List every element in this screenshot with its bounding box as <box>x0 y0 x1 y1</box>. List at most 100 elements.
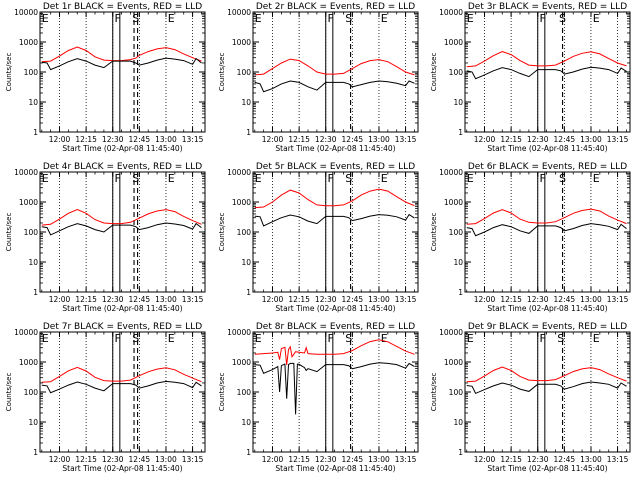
event-flag-label: E <box>255 172 262 185</box>
x-tick-label: 12:00 <box>474 135 496 144</box>
plot-frame <box>252 171 419 293</box>
series-line-events <box>41 380 202 394</box>
x-tick-label: 12:30 <box>527 295 549 304</box>
series-line-events <box>254 213 415 227</box>
x-tick-label: 12:45 <box>554 455 576 464</box>
y-tick-label: 10 <box>241 418 251 427</box>
y-tick-label: 10000 <box>227 8 251 17</box>
y-tick-label: 10000 <box>439 328 463 337</box>
event-flag-label: E <box>593 12 600 25</box>
event-flag-label: E <box>42 12 49 25</box>
x-tick-label: 13:15 <box>607 135 629 144</box>
series-line-lld <box>41 209 202 226</box>
x-tick-label: 13:15 <box>395 135 417 144</box>
plot-frame <box>39 171 206 293</box>
event-flag-label: F <box>540 172 546 185</box>
series-line-lld <box>466 208 627 225</box>
event-flag-label: E <box>381 172 388 185</box>
series-line-lld <box>466 51 627 68</box>
event-flag-label: E <box>467 332 474 345</box>
series-line-events <box>41 222 202 236</box>
y-tick-label: 100 <box>237 228 252 237</box>
y-tick-label: 10 <box>28 98 38 107</box>
event-flag-label: S <box>132 12 139 25</box>
y-axis-label: Counts/sec <box>430 53 438 92</box>
event-flag-label: E <box>168 332 175 345</box>
chart-title: Det 8r BLACK = Events, RED = LLD <box>256 322 415 332</box>
event-flag-label: E <box>42 332 49 345</box>
x-tick-label: 12:30 <box>102 135 124 144</box>
x-tick-label: 12:15 <box>500 455 522 464</box>
chart-title: Det 1r BLACK = Events, RED = LLD <box>43 2 202 12</box>
y-tick-label: 1000 <box>444 358 463 367</box>
y-tick-label: 1000 <box>232 198 251 207</box>
chart-title: Det 9r BLACK = Events, RED = LLD <box>468 322 627 332</box>
y-axis-label: Counts/sec <box>5 53 13 92</box>
y-axis-label: Counts/sec <box>5 373 13 412</box>
y-tick-label: 100 <box>24 228 39 237</box>
y-axis-label: Counts/sec <box>218 53 226 92</box>
plot-frame <box>464 171 631 293</box>
x-tick-label: 13:15 <box>182 455 204 464</box>
y-tick-label: 1000 <box>232 38 251 47</box>
chart-title: Det 3r BLACK = Events, RED = LLD <box>468 2 627 12</box>
x-tick-label: 12:00 <box>474 455 496 464</box>
series-line-lld <box>466 366 627 383</box>
x-tick-label: 13:00 <box>155 455 177 464</box>
x-tick-label: 12:45 <box>554 135 576 144</box>
y-tick-label: 10000 <box>227 328 251 337</box>
x-tick-label: 12:45 <box>129 295 151 304</box>
y-tick-label: 1 <box>246 288 251 297</box>
x-tick-label: 12:45 <box>129 455 151 464</box>
x-tick-label: 12:00 <box>262 135 284 144</box>
x-tick-label: 13:15 <box>182 295 204 304</box>
chart-title: Det 2r BLACK = Events, RED = LLD <box>256 2 415 12</box>
x-axis-label: Start Time (02-Apr-08 11:45:40) <box>62 304 182 313</box>
y-tick-label: 10 <box>453 98 463 107</box>
x-tick-label: 13:00 <box>155 295 177 304</box>
event-flag-label: E <box>255 12 262 25</box>
x-axis-label: Start Time (02-Apr-08 11:45:40) <box>487 144 607 153</box>
y-tick-label: 1 <box>246 448 251 457</box>
series-line-events <box>41 57 202 71</box>
event-flag-label: E <box>42 172 49 185</box>
x-tick-label: 13:00 <box>155 135 177 144</box>
plot-frame <box>464 331 631 453</box>
series-line-events <box>466 223 627 237</box>
chart-title: Det 6r BLACK = Events, RED = LLD <box>468 162 627 172</box>
y-axis-label: Counts/sec <box>5 213 13 252</box>
y-tick-label: 10000 <box>439 8 463 17</box>
y-tick-label: 1 <box>458 288 463 297</box>
x-tick-label: 12:45 <box>342 295 364 304</box>
event-flag-label: S <box>345 172 352 185</box>
event-flag-label: E <box>168 172 175 185</box>
x-tick-label: 13:00 <box>580 295 602 304</box>
y-tick-label: 1000 <box>232 358 251 367</box>
x-tick-label: 12:30 <box>527 135 549 144</box>
y-tick-label: 1 <box>246 128 251 137</box>
event-flag-label: E <box>467 172 474 185</box>
y-tick-label: 10000 <box>227 168 251 177</box>
x-tick-label: 12:45 <box>342 135 364 144</box>
event-flag-label: S <box>557 332 564 345</box>
series-line-lld <box>41 366 202 383</box>
series-line-events <box>466 381 627 395</box>
x-tick-label: 12:00 <box>49 455 71 464</box>
series-line-events <box>254 80 415 93</box>
event-flag-label: S <box>345 332 352 345</box>
event-flag-label: E <box>168 12 175 25</box>
event-flag-label: S <box>132 332 139 345</box>
x-axis-label: Start Time (02-Apr-08 11:45:40) <box>62 144 182 153</box>
x-tick-label: 12:30 <box>315 295 337 304</box>
y-tick-label: 10000 <box>439 168 463 177</box>
x-tick-label: 12:45 <box>342 455 364 464</box>
x-axis-label: Start Time (02-Apr-08 11:45:40) <box>275 464 395 473</box>
x-axis-label: Start Time (02-Apr-08 11:45:40) <box>487 304 607 313</box>
y-tick-label: 10000 <box>14 328 38 337</box>
